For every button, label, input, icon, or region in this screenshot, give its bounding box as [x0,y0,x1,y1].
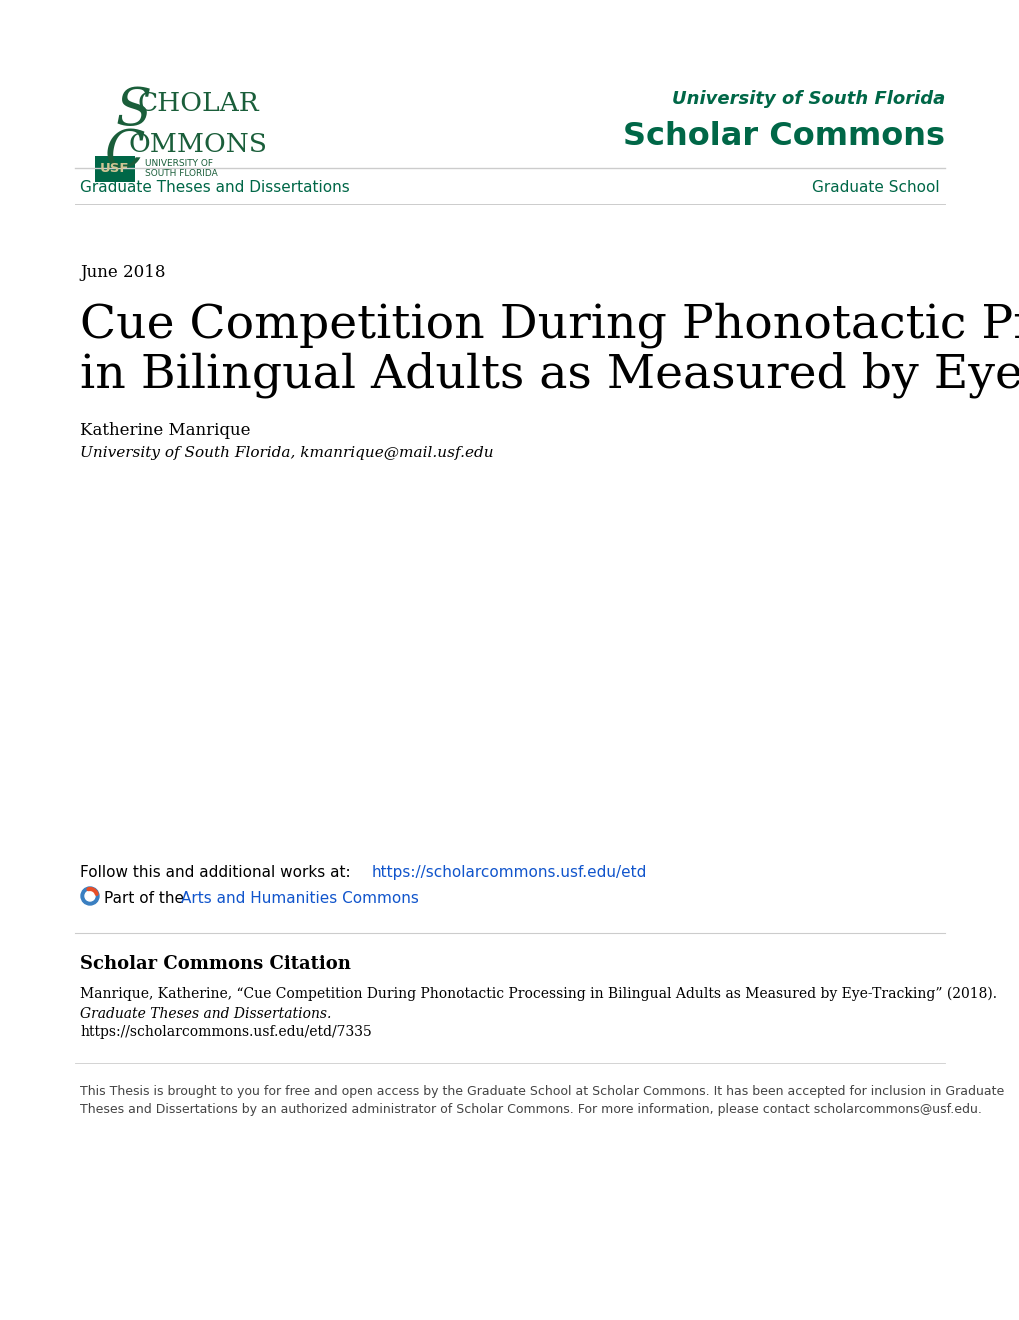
Text: University of South Florida, kmanrique@mail.usf.edu: University of South Florida, kmanrique@m… [79,446,493,459]
Text: Graduate Theses and Dissertations.: Graduate Theses and Dissertations. [79,1007,331,1020]
Text: Graduate School: Graduate School [811,181,940,195]
Text: Part of the: Part of the [104,891,189,906]
Bar [95,156,135,182]
Circle shape [85,891,95,902]
Text: Arts and Humanities Commons: Arts and Humanities Commons [180,891,419,906]
Text: USF: USF [100,162,129,176]
Text: Scholar Commons: Scholar Commons [623,121,944,152]
Text: https://scholarcommons.usf.edu/etd: https://scholarcommons.usf.edu/etd [372,865,647,880]
Text: Cue Competition During Phonotactic Processing: Cue Competition During Phonotactic Proce… [79,302,1019,347]
Text: Manrique, Katherine, “Cue Competition During Phonotactic Processing in Bilingual: Manrique, Katherine, “Cue Competition Du… [79,987,996,1002]
Text: Follow this and additional works at:: Follow this and additional works at: [79,865,356,880]
Text: S: S [115,84,151,136]
Text: UNIVERSITY OF: UNIVERSITY OF [145,158,213,168]
Text: CHOLAR: CHOLAR [138,91,260,116]
Text: SOUTH FLORIDA: SOUTH FLORIDA [145,169,217,178]
Text: This Thesis is brought to you for free and open access by the Graduate School at: This Thesis is brought to you for free a… [79,1085,1004,1098]
Text: Graduate Theses and Dissertations: Graduate Theses and Dissertations [79,181,350,195]
Text: June 2018: June 2018 [79,264,165,281]
Text: Scholar Commons Citation: Scholar Commons Citation [79,954,351,973]
Text: C: C [105,127,146,178]
Text: in Bilingual Adults as Measured by Eye-Tracking: in Bilingual Adults as Measured by Eye-T… [79,352,1019,399]
Text: University of South Florida: University of South Florida [672,90,944,108]
Text: Katherine Manrique: Katherine Manrique [79,422,251,440]
Text: OMMONS: OMMONS [128,132,268,157]
Text: Theses and Dissertations by an authorized administrator of Scholar Commons. For : Theses and Dissertations by an authorize… [79,1104,981,1115]
Circle shape [81,887,99,906]
Text: https://scholarcommons.usf.edu/etd/7335: https://scholarcommons.usf.edu/etd/7335 [79,1026,371,1039]
